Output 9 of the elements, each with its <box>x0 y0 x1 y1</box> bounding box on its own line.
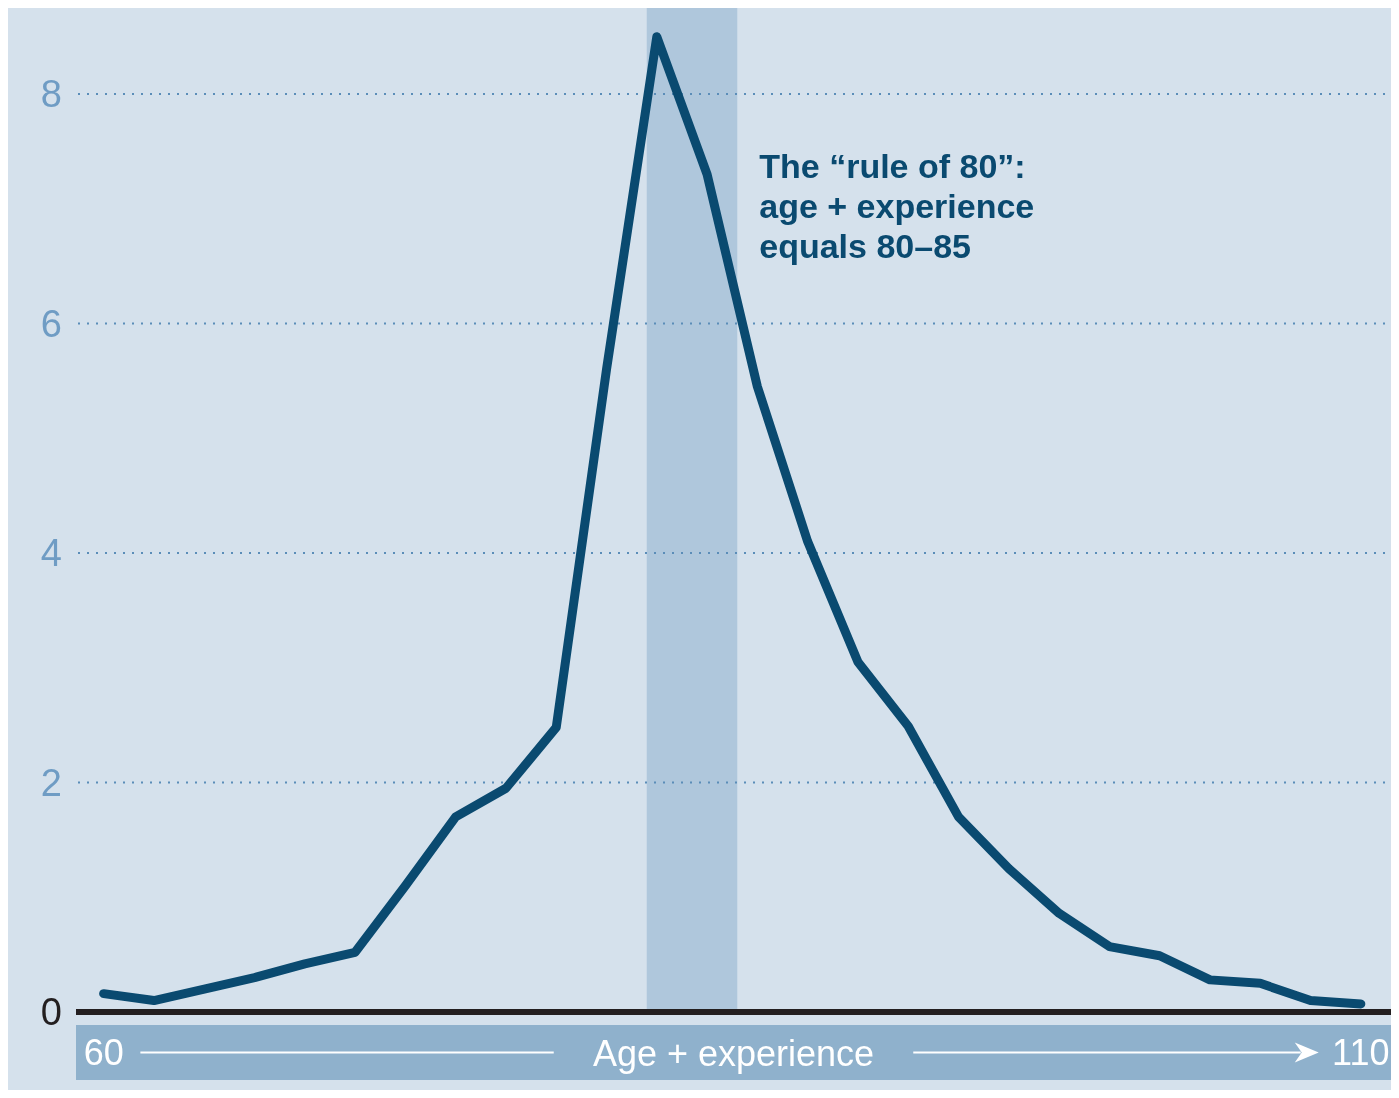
y-tick-label: 2 <box>40 761 62 804</box>
y-tick-label: 0 <box>40 991 62 1033</box>
band-label: The “rule of 80”: age + experience equals 80–85 <box>759 147 1035 265</box>
x-tick-label: 60 <box>83 1032 124 1073</box>
y-tick-label: 4 <box>40 532 62 575</box>
x-tick-label: 110 <box>1332 1032 1390 1073</box>
y-tick-label: 8 <box>40 73 62 116</box>
y-tick-label: 6 <box>40 302 62 345</box>
x-axis-title: Age + experience <box>592 1032 875 1073</box>
